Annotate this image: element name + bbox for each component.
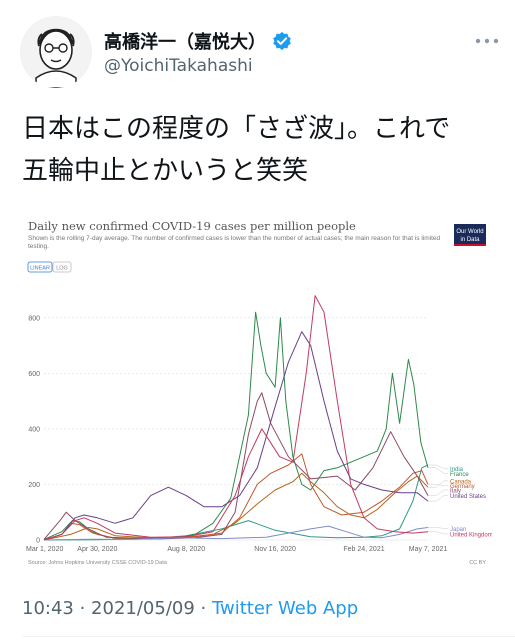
legend-label[interactable]: United Kingdom [450,532,492,538]
chart-subtitle-line-2: testing. [28,243,49,250]
legend-label[interactable]: Germany [450,484,475,490]
x-tick-label: Apr 30, 2020 [77,546,117,553]
tweet-source-app[interactable]: Twitter Web App [211,598,359,619]
legend-connector [428,527,448,529]
avatar[interactable] [20,16,92,88]
user-handle[interactable]: @YoichiTakahashi [104,56,253,76]
x-tick-label: Feb 24, 2021 [343,546,384,553]
series-line-united-kingdom[interactable] [43,295,429,541]
series-line-germany[interactable] [43,453,429,541]
tweet-text: 日本はこの程度の「さざ波」。これで 五輪中止とかいうと笑笑 [22,108,492,192]
chart-license: CC BY [469,560,486,566]
tweet-image-chart[interactable]: Daily new confirmed COVID-19 cases per m… [22,212,492,580]
divider [22,636,515,637]
legend-connector [428,495,448,502]
meta-separator-1: · [73,598,92,619]
chart-title: Daily new confirmed COVID-19 cases per m… [28,219,356,233]
legend-connector [428,484,448,486]
meta-separator-2: · [194,598,212,619]
chart-grid [44,317,428,541]
chart-source: Source: Johns Hopkins University CSSE CO… [28,560,168,566]
y-tick-label: 200 [28,482,40,489]
tweet-text-line-2: 五輪中止とかいうと笑笑 [22,156,309,186]
toggle-linear[interactable]: LINEAR [30,266,50,272]
display-name[interactable]: 高橋洋一（嘉悦大） [104,32,266,53]
y-tick-label: 800 [28,315,40,322]
legend-label[interactable]: Japan [450,527,466,533]
y-axis: 0 200 400 600 800 [28,315,40,544]
verified-badge-icon [273,31,291,51]
series-line-japan[interactable] [43,525,429,541]
tweet-timestamp: 10:43 · 2021/05/09 · Twitter Web App [22,598,358,619]
more-options-icon[interactable] [474,36,500,46]
legend-connector [428,531,448,535]
y-tick-label: 600 [28,371,40,378]
toggle-log[interactable]: LOG [56,266,68,272]
tweet-text-line-1: 日本はこの程度の「さざ波」。これで [22,114,451,144]
legend-connector [428,467,448,474]
legend-label[interactable]: France [450,472,469,478]
legend-connector [428,489,448,496]
legend-label[interactable]: United States [450,494,486,500]
scale-toggle[interactable]: LINEAR LOG [27,261,72,273]
tweet-header: 高橋洋一（嘉悦大） @YoichiTakahashi [20,16,500,88]
legend-connector [428,464,448,469]
chart-subtitle-line-1: Shown is the rolling 7-day average. The … [28,235,441,242]
legend-label[interactable]: Italy [450,489,461,495]
series-line-united-states[interactable] [43,331,429,541]
x-tick-label: Mar 1, 2020 [26,546,63,553]
legend-label[interactable]: India [450,467,464,473]
tweet-time[interactable]: 10:43 [22,598,74,619]
legend-connector [428,480,448,488]
y-tick-label: 400 [28,426,40,433]
tweet-date[interactable]: 2021/05/09 [91,598,195,619]
y-tick-label: 0 [36,538,40,545]
x-tick-label: Nov 16, 2020 [254,546,296,553]
owid-logo-line-1: Our World [456,229,483,235]
legend-label[interactable]: Canada [450,479,472,485]
x-tick-label: May 7, 2021 [409,546,448,553]
owid-logo-line-2: in Data [460,237,480,243]
x-axis: Mar 1, 2020 Apr 30, 2020 Aug 8, 2020 Nov 16… [26,546,447,553]
series-line-italy[interactable] [43,392,429,540]
x-tick-label: Aug 8, 2020 [167,546,205,553]
series-line-canada[interactable] [43,472,429,541]
chart-series [43,295,429,541]
owid-logo: Our World in Data [454,224,486,246]
